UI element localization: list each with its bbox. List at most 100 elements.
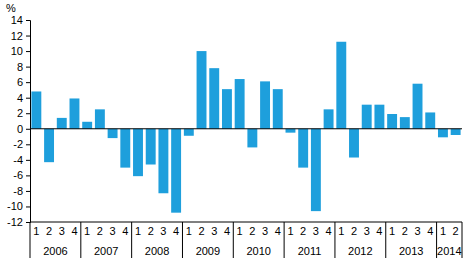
bar xyxy=(31,91,41,128)
year-label: 2010 xyxy=(246,245,270,257)
bar xyxy=(374,105,384,129)
x-tick-label: 2 xyxy=(300,225,306,237)
bar xyxy=(197,51,207,129)
zero-line xyxy=(30,128,462,129)
bar xyxy=(235,79,245,129)
group-separator xyxy=(182,222,183,258)
y-tick-label: -10 xyxy=(7,200,23,212)
x-tick-label: 4 xyxy=(71,225,77,237)
group-separator xyxy=(30,222,31,258)
bar xyxy=(273,89,283,129)
x-tick: 2 xyxy=(300,222,306,237)
y-tick: 8 xyxy=(17,61,30,73)
x-tick: 4 xyxy=(326,222,332,237)
x-tick-label: 2 xyxy=(402,225,408,237)
x-tick-label: 1 xyxy=(440,225,446,237)
x-tick: 1 xyxy=(338,222,344,237)
x-tick: 4 xyxy=(71,222,77,237)
x-tick: 2 xyxy=(402,222,408,237)
group-separator xyxy=(284,222,285,258)
x-tick: 4 xyxy=(173,222,179,237)
bar xyxy=(209,68,219,129)
bar xyxy=(324,109,334,128)
x-tick-label: 4 xyxy=(224,225,230,237)
x-tick: 3 xyxy=(313,222,319,237)
bar xyxy=(184,129,194,136)
y-tick-label: -2 xyxy=(13,138,23,150)
bar xyxy=(425,112,435,128)
x-tick-label: 3 xyxy=(160,225,166,237)
x-tick: 1 xyxy=(186,222,192,237)
bar xyxy=(108,129,118,138)
x-tick: 4 xyxy=(376,222,382,237)
x-tick: 1 xyxy=(237,222,243,237)
x-tick: 1 xyxy=(287,222,293,237)
bar xyxy=(286,129,296,133)
bar xyxy=(413,84,423,129)
x-tick-label: 1 xyxy=(338,225,344,237)
x-tick: 4 xyxy=(224,222,230,237)
x-tick: 3 xyxy=(211,222,217,237)
y-tick-label: 10 xyxy=(11,45,23,57)
y-tick-mark xyxy=(26,20,30,21)
y-tick-label: 0 xyxy=(17,123,23,135)
y-tick-mark xyxy=(26,144,30,145)
y-tick-label: -6 xyxy=(13,169,23,181)
x-tick: 2 xyxy=(351,222,357,237)
year-label: 2008 xyxy=(145,245,169,257)
x-tick-label: 2 xyxy=(46,225,52,237)
x-tick: 1 xyxy=(135,222,141,237)
plot: -12-10-8-6-4-202468101214123412341234123… xyxy=(7,14,462,258)
y-tick-label: 12 xyxy=(11,30,23,42)
y-tick: -6 xyxy=(13,169,30,181)
y-tick-mark xyxy=(26,113,30,114)
x-tick-label: 4 xyxy=(326,225,332,237)
year-label: 2013 xyxy=(399,245,423,257)
y-tick-mark xyxy=(26,98,30,99)
x-tick: 2 xyxy=(46,222,52,237)
x-tick: 2 xyxy=(97,222,103,237)
x-tick-label: 1 xyxy=(84,225,90,237)
group-separator xyxy=(462,222,463,258)
x-tick-label: 3 xyxy=(364,225,370,237)
x-tick-label: 3 xyxy=(59,225,65,237)
x-tick-label: 4 xyxy=(427,225,433,237)
y-tick: -2 xyxy=(13,138,30,150)
year-label: 2012 xyxy=(348,245,372,257)
y-tick: -10 xyxy=(7,200,30,212)
bar xyxy=(158,129,168,193)
y-tick: -8 xyxy=(13,185,30,197)
y-tick-mark xyxy=(26,175,30,176)
y-tick-mark xyxy=(26,36,30,37)
x-tick: 2 xyxy=(453,222,459,237)
bar xyxy=(451,129,461,135)
bar xyxy=(311,129,321,211)
x-tick-label: 2 xyxy=(453,225,459,237)
year-label: 2011 xyxy=(298,245,322,257)
y-tick: 4 xyxy=(17,92,30,104)
x-tick-label: 3 xyxy=(262,225,268,237)
group-separator xyxy=(233,222,234,258)
x-tick: 3 xyxy=(364,222,370,237)
y-label: % xyxy=(6,2,16,14)
x-tick: 3 xyxy=(160,222,166,237)
group-separator xyxy=(131,222,132,258)
x-tick: 3 xyxy=(110,222,116,237)
bar xyxy=(260,81,270,128)
x-tick-label: 2 xyxy=(97,225,103,237)
y-tick-label: -8 xyxy=(13,185,23,197)
y-tick: 2 xyxy=(17,107,30,119)
bar xyxy=(222,89,232,129)
y-tick-label: 8 xyxy=(17,61,23,73)
bar xyxy=(70,98,80,128)
x-axis: 1234123412341234123412341234123412 xyxy=(33,222,458,237)
x-tick-label: 1 xyxy=(237,225,243,237)
x-tick: 2 xyxy=(148,222,154,237)
x-tick-label: 3 xyxy=(414,225,420,237)
bar xyxy=(247,129,257,148)
y-tick: 14 xyxy=(11,14,30,26)
bars xyxy=(31,42,460,213)
year-groups: 200620072008200920102011201220132014 xyxy=(30,222,462,258)
x-tick-label: 4 xyxy=(173,225,179,237)
bar xyxy=(400,117,410,129)
